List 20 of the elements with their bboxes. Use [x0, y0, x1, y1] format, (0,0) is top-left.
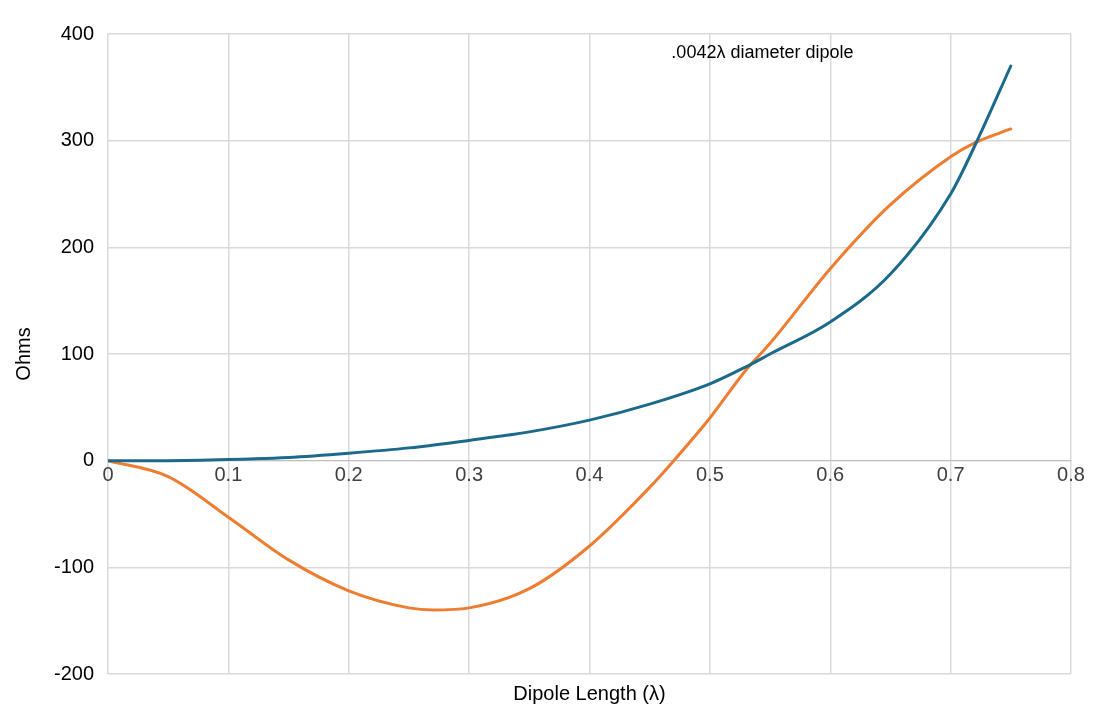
- line-series: [108, 64, 1013, 463]
- x-tick-label: 0.1: [214, 463, 243, 486]
- x-tick-label: 0.2: [334, 463, 363, 486]
- annotation: .0042λ diameter dipole: [671, 41, 854, 62]
- y-tick-label: 200: [60, 234, 95, 257]
- y-tick-label: -100: [54, 554, 95, 577]
- y-axis-title: Ohms: [11, 327, 34, 381]
- x-tick-label: 0: [102, 463, 114, 486]
- x-axis-title: Dipole Length (λ): [513, 681, 666, 704]
- x-tick-label: 0.5: [695, 463, 724, 486]
- x-tick-label: 0.6: [816, 463, 845, 486]
- x-tick-label: 0.4: [575, 463, 604, 486]
- y-tick-label: 400: [60, 21, 95, 44]
- x-tick-label: 0.3: [455, 463, 484, 486]
- y-tick-label: 300: [60, 128, 95, 151]
- x-tick-label: 0.7: [936, 463, 965, 486]
- x-tick-label: 0.8: [1057, 463, 1085, 486]
- y-tick-label: 0: [82, 448, 95, 471]
- y-tick-label: -200: [54, 661, 95, 684]
- y-tick-label: 100: [60, 341, 95, 364]
